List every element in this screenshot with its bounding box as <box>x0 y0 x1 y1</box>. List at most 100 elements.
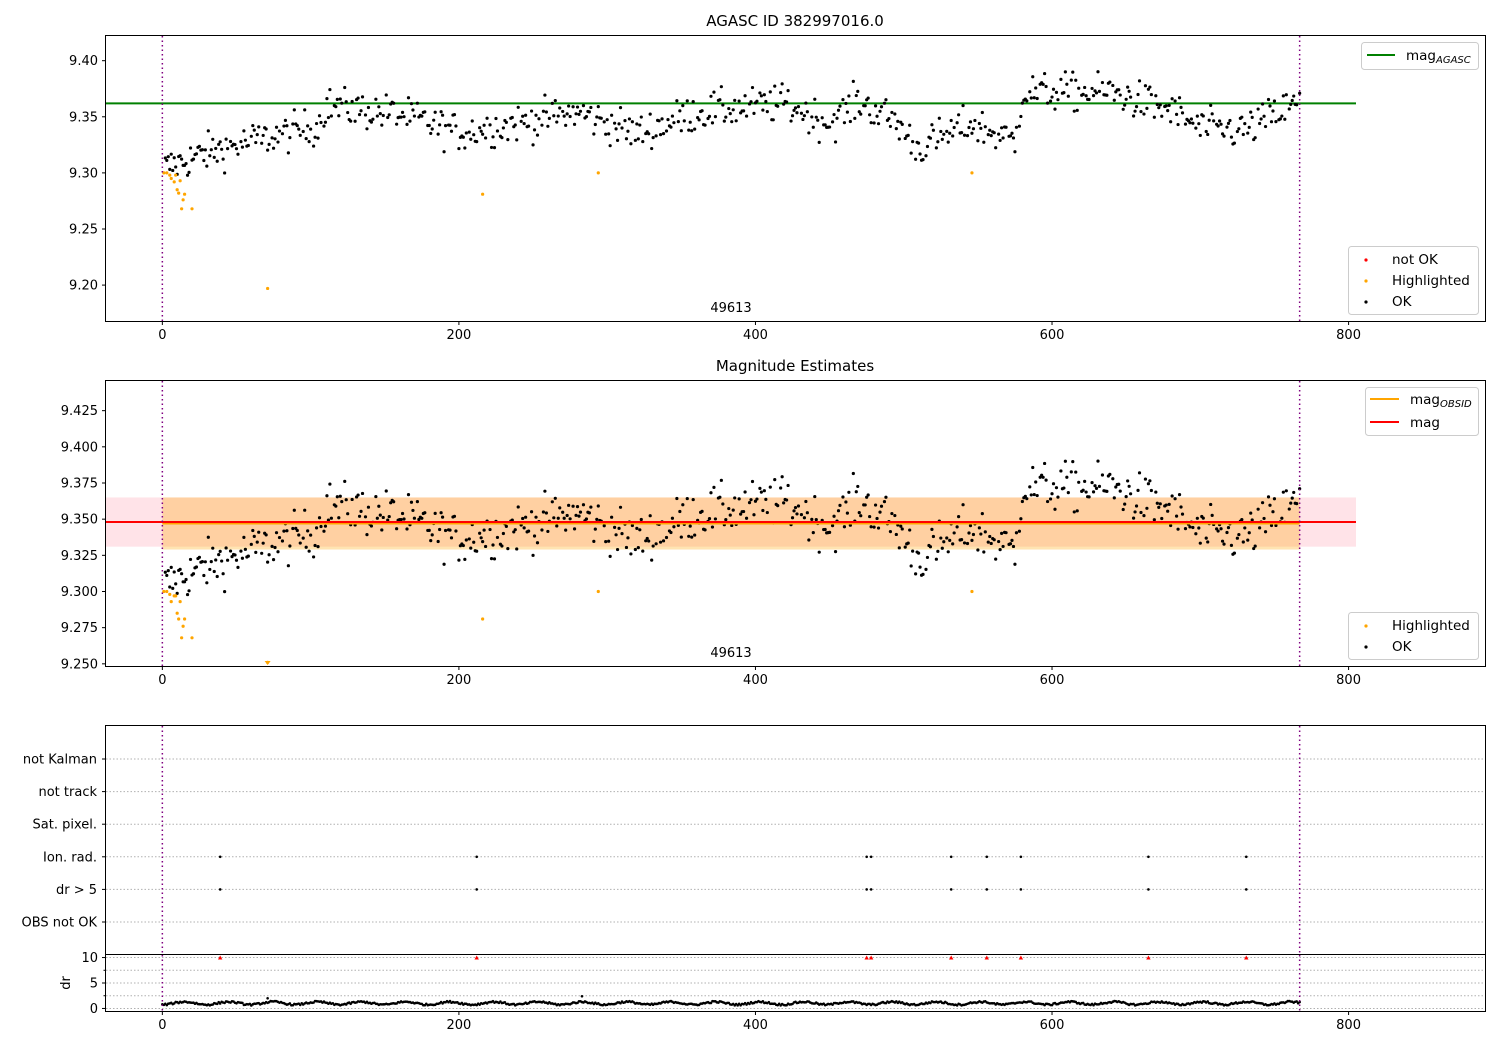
flags-row-label: Ion. rad. <box>43 850 97 865</box>
agasc-highlighted-point <box>177 191 181 195</box>
agasc-ok-point <box>897 137 901 141</box>
estimates-ok-point <box>552 516 556 520</box>
estimates-ok-point <box>489 557 494 561</box>
agasc-ok-point <box>500 136 504 140</box>
agasc-legend-not-ok-marker <box>1364 258 1368 262</box>
estimates-ok-point <box>565 513 569 518</box>
agasc-ok-point <box>1158 103 1162 107</box>
estimates-ok-point <box>1013 562 1017 566</box>
estimates-ok-point <box>620 532 624 536</box>
estimates-ok-point <box>1142 514 1146 518</box>
estimates-ok-point <box>957 515 961 519</box>
agasc-ok-point <box>537 117 541 121</box>
estimates-ok-point <box>255 540 259 544</box>
agasc-panel: AGASC ID 382997016.0 49613 0 200 400 600 800… <box>69 12 1486 343</box>
estimates-ok-point <box>908 528 912 532</box>
estimates-ok-point <box>1289 501 1293 505</box>
estimates-ok-point <box>813 494 817 499</box>
agasc-legend-top: magAGASC <box>1361 42 1479 70</box>
agasc-ok-point <box>1155 102 1159 107</box>
agasc-ok-point <box>337 114 341 118</box>
agasc-ok-point <box>924 154 928 158</box>
estimates-ok-point <box>1091 490 1096 494</box>
agasc-ok-point <box>1243 121 1247 126</box>
estimates-ok-point <box>989 541 993 546</box>
agasc-ok-point <box>1259 117 1263 121</box>
estimates-ok-point <box>1121 507 1125 512</box>
agasc-ok-point <box>239 139 243 144</box>
estimates-ok-point <box>484 544 488 549</box>
dr-point <box>748 1002 751 1006</box>
agasc-ok-point <box>1004 125 1008 129</box>
agasc-ok-point <box>1274 120 1278 124</box>
agasc-ok-point <box>356 96 360 100</box>
estimates-ok-point <box>541 510 546 514</box>
estimates-panel-title: Magnitude Estimates <box>716 357 874 375</box>
agasc-ok-point <box>171 168 175 173</box>
agasc-ok-point <box>697 118 701 122</box>
estimates-ok-point <box>636 545 640 550</box>
agasc-ok-point <box>504 120 508 125</box>
agasc-ok-point <box>584 115 589 119</box>
estimates-ok-point <box>648 514 652 518</box>
estimates-ok-point <box>672 525 676 529</box>
agasc-ok-point <box>168 167 172 171</box>
estimates-ok-point <box>795 512 799 516</box>
estimates-ok-point <box>733 496 737 500</box>
estimates-ok-point <box>940 546 944 550</box>
estimates-ok-point <box>377 504 381 508</box>
estimates-ok-point <box>879 504 884 508</box>
agasc-ok-point <box>495 129 500 133</box>
estimates-ok-point <box>792 509 796 513</box>
estimates-ok-point <box>1112 496 1116 500</box>
estimates-ok-point <box>282 529 286 533</box>
estimates-ok-point <box>581 503 586 507</box>
estimates-ok-point <box>604 539 608 544</box>
estimates-ok-point <box>1271 510 1275 514</box>
agasc-ok-point <box>657 119 661 123</box>
agasc-ok-point <box>578 109 583 113</box>
agasc-ok-point <box>1176 122 1180 127</box>
agasc-ok-point <box>202 158 206 163</box>
agasc-ok-point <box>869 121 873 125</box>
agasc-ok-point <box>872 121 876 125</box>
dr-clipped-marker <box>1146 955 1151 960</box>
agasc-ok-point <box>779 91 783 95</box>
estimates-ok-point <box>313 543 317 548</box>
agasc-ok-point <box>1001 136 1005 140</box>
agasc-ok-point <box>1212 119 1216 123</box>
agasc-ok-point <box>670 114 675 118</box>
dr-xtick-label: 400 <box>743 1018 768 1033</box>
agasc-ok-point <box>1262 114 1266 118</box>
estimates-ok-point <box>1093 484 1097 488</box>
agasc-ok-point <box>567 104 571 108</box>
agasc-ok-point <box>184 161 188 166</box>
estimates-ok-point <box>759 490 764 494</box>
estimates-ok-point <box>731 508 735 512</box>
estimates-ok-point <box>1000 531 1004 535</box>
agasc-ok-point <box>914 157 918 161</box>
estimates-ok-point <box>399 518 403 522</box>
estimates-ok-point <box>1179 505 1183 509</box>
estimates-ok-point <box>521 516 525 521</box>
agasc-ok-point <box>592 132 596 136</box>
agasc-ok-point <box>1028 90 1032 94</box>
estimates-ok-point <box>1194 532 1198 536</box>
estimates-ok-point <box>185 592 190 597</box>
estimates-ok-point <box>1133 510 1137 514</box>
agasc-ok-point <box>550 101 554 105</box>
estimates-ok-point <box>868 514 872 519</box>
estimates-ok-point <box>1045 499 1050 504</box>
agasc-ok-point <box>298 133 302 137</box>
estimates-ok-point <box>992 538 996 542</box>
agasc-xtick-label: 600 <box>1040 328 1065 343</box>
estimates-ok-point <box>796 504 801 508</box>
estimates-ok-point <box>613 525 617 529</box>
agasc-ok-point <box>365 127 369 131</box>
agasc-ok-point <box>574 112 578 116</box>
agasc-ok-point <box>405 122 409 126</box>
agasc-ok-point <box>1071 70 1075 74</box>
flags-event-point <box>1147 855 1150 859</box>
estimates-ok-point <box>790 516 795 520</box>
agasc-ok-point <box>762 93 766 97</box>
